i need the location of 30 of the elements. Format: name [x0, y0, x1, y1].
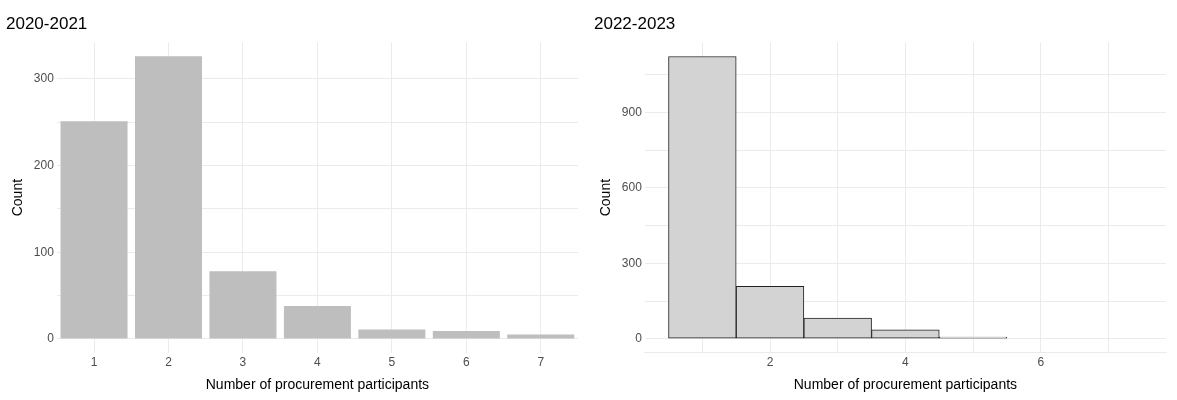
- y-axis-title: Count: [9, 178, 26, 217]
- y-tick-label: 200: [33, 157, 55, 172]
- bar: [60, 121, 128, 339]
- bar: [358, 329, 426, 339]
- y-axis-title: Count: [597, 178, 614, 217]
- y-tick-label: 0: [635, 331, 643, 346]
- bar: [283, 305, 351, 339]
- y-tick-label: 300: [621, 255, 643, 270]
- x-tick-label: 6: [1037, 355, 1045, 370]
- x-tick-label: 4: [902, 355, 910, 370]
- x-tick-label: 5: [388, 355, 396, 370]
- y-tick-label: 600: [621, 180, 643, 195]
- bar: [432, 331, 500, 339]
- x-tick-label: 6: [462, 355, 470, 370]
- x-axis-title: Number of procurement participants: [793, 376, 1018, 393]
- x-tick-label: 2: [766, 355, 774, 370]
- bar: [209, 271, 277, 339]
- x-tick-label: 3: [239, 355, 247, 370]
- y-tick-label: 300: [33, 71, 55, 86]
- y-tick-label: 900: [621, 104, 643, 119]
- bar: [135, 56, 203, 339]
- x-axis-title: Number of procurement participants: [205, 376, 430, 393]
- x-tick-label: 7: [537, 355, 545, 370]
- chart-title: 2022-2023: [594, 13, 676, 33]
- x-tick-label: 4: [314, 355, 322, 370]
- chart-title: 2020-2021: [6, 13, 88, 33]
- y-tick-label: 0: [47, 331, 55, 346]
- x-tick-label: 1: [90, 355, 98, 370]
- x-tick-label: 2: [165, 355, 173, 370]
- y-tick-label: 100: [33, 244, 55, 259]
